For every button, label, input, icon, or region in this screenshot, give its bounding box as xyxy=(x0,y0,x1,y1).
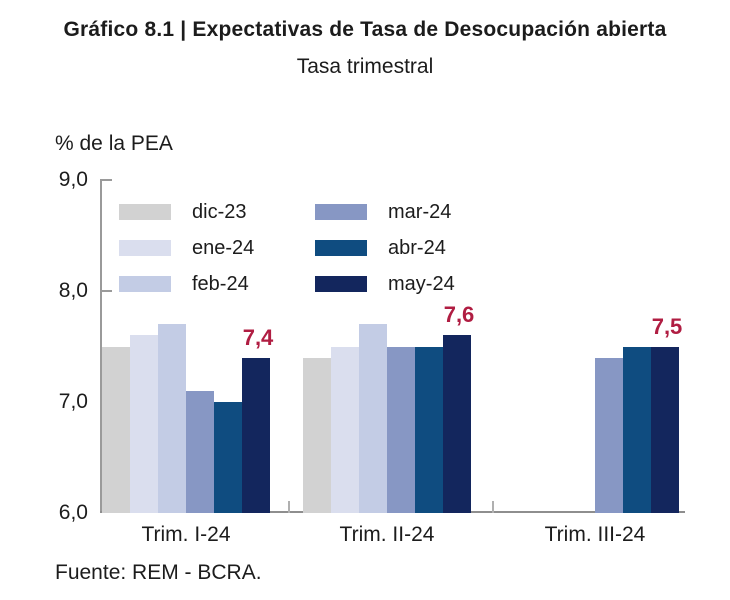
legend-swatch-may-24 xyxy=(315,276,367,292)
legend-swatch-abr-24 xyxy=(315,240,367,256)
bar-abr-24-Trim. II-24 xyxy=(415,346,443,513)
legend-label-abr-24: abr-24 xyxy=(388,237,446,259)
x-category-label-Trim. I-24: Trim. I-24 xyxy=(141,523,231,546)
bar-mar-24-Trim. II-24 xyxy=(387,346,415,513)
legend-swatch-feb-24 xyxy=(119,276,171,292)
bar-mar-24-Trim. I-24 xyxy=(186,390,214,513)
legend-swatch-mar-24 xyxy=(315,204,367,220)
x-axis-separator-tick-1 xyxy=(288,501,290,513)
x-category-label-Trim. II-24: Trim. II-24 xyxy=(339,523,435,546)
bar-may-24-Trim. I-24 xyxy=(242,357,270,513)
bar-abr-24-Trim. III-24 xyxy=(623,346,651,513)
x-category-label-Trim. III-24: Trim. III-24 xyxy=(544,523,646,546)
bar-feb-24-Trim. I-24 xyxy=(158,324,186,513)
y-tick-label-9,0: 9,0 xyxy=(58,168,88,191)
y-tick-label-8,0: 8,0 xyxy=(58,279,88,302)
y-tick-label-7,0: 7,0 xyxy=(58,390,88,413)
bar-may-24-Trim. III-24 xyxy=(651,346,679,513)
legend-swatch-ene-24 xyxy=(119,240,171,256)
source-note: Fuente: REM - BCRA. xyxy=(55,561,262,584)
legend-label-may-24: may-24 xyxy=(388,273,455,295)
bar-ene-24-Trim. II-24 xyxy=(331,346,359,513)
legend-label-dic-23: dic-23 xyxy=(192,201,247,223)
bar-may-24-Trim. II-24 xyxy=(443,335,471,513)
bar-feb-24-Trim. II-24 xyxy=(359,324,387,513)
chart-title: Gráfico 8.1 | Expectativas de Tasa de De… xyxy=(63,18,667,41)
x-axis-separator-tick-2 xyxy=(492,501,494,513)
legend-label-feb-24: feb-24 xyxy=(192,273,249,295)
y-axis-unit-label: % de la PEA xyxy=(55,132,173,155)
y-tick-label-6,0: 6,0 xyxy=(58,501,88,524)
legend-label-ene-24: ene-24 xyxy=(192,237,255,259)
legend-swatch-dic-23 xyxy=(119,204,171,220)
y-tick-mark-8,0 xyxy=(100,290,112,292)
bar-dic-23-Trim. I-24 xyxy=(102,346,130,513)
y-tick-mark-9,0 xyxy=(100,179,112,181)
y-axis-line xyxy=(100,180,102,513)
bar-value-label-Trim. III-24: 7,5 xyxy=(651,313,683,339)
legend-label-mar-24: mar-24 xyxy=(388,201,452,223)
bar-value-label-Trim. I-24: 7,4 xyxy=(242,324,274,350)
bar-abr-24-Trim. I-24 xyxy=(214,402,242,513)
bar-dic-23-Trim. II-24 xyxy=(303,357,331,513)
bar-mar-24-Trim. III-24 xyxy=(595,357,623,513)
bar-ene-24-Trim. I-24 xyxy=(130,335,158,513)
chart-subtitle: Tasa trimestral xyxy=(296,55,434,78)
bar-value-label-Trim. II-24: 7,6 xyxy=(443,302,475,328)
